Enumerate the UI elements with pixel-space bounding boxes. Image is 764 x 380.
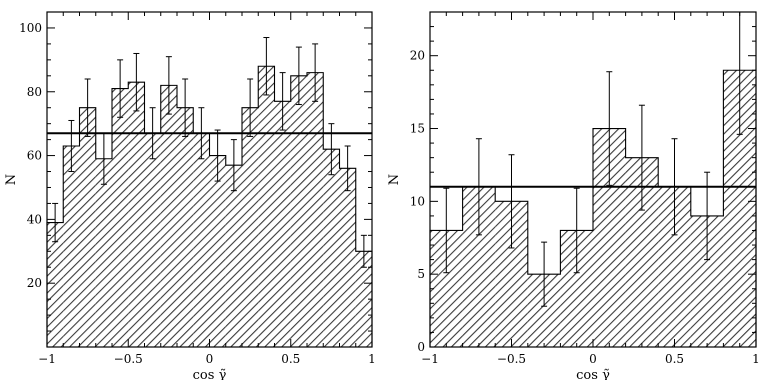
x-tick-label: 1 bbox=[368, 352, 376, 366]
x-axis-title: cos γ̃ bbox=[193, 368, 227, 380]
histogram-bar bbox=[355, 251, 372, 347]
y-tick-label: 5 bbox=[417, 267, 425, 281]
y-tick-label: 0 bbox=[417, 340, 425, 354]
y-tick-label: 100 bbox=[19, 21, 42, 35]
x-tick-label: 1 bbox=[752, 352, 760, 366]
y-axis-title: N bbox=[387, 174, 402, 185]
error-bar bbox=[344, 145, 351, 192]
histogram-bar bbox=[225, 165, 242, 347]
error-bar bbox=[52, 202, 59, 243]
y-tick-label: 15 bbox=[410, 122, 425, 136]
x-tick-label: 0.5 bbox=[281, 352, 300, 366]
error-bar bbox=[279, 72, 286, 131]
error-bar bbox=[638, 104, 645, 211]
error-bar bbox=[573, 187, 580, 274]
histogram-bar bbox=[79, 107, 96, 347]
error-bar bbox=[541, 241, 548, 307]
error-bar bbox=[84, 78, 91, 137]
error-bar bbox=[443, 187, 450, 274]
error-bar bbox=[736, 12, 743, 135]
y-tick-label: 60 bbox=[27, 149, 42, 163]
histogram-bar bbox=[63, 146, 80, 347]
histogram-bar bbox=[307, 72, 324, 347]
error-bar bbox=[214, 129, 221, 182]
x-tick-label: 0 bbox=[206, 352, 214, 366]
histogram-bar bbox=[47, 222, 64, 347]
x-tick-label: −1 bbox=[421, 352, 439, 366]
y-tick-label: 20 bbox=[27, 276, 42, 290]
x-axis-title: cos γ̃ bbox=[576, 368, 610, 380]
error-bar bbox=[328, 123, 335, 176]
histogram-bar bbox=[160, 85, 177, 347]
error-bar bbox=[606, 71, 613, 186]
histogram-bar bbox=[144, 133, 161, 347]
y-tick-label: 20 bbox=[410, 49, 425, 63]
error-bar bbox=[117, 59, 124, 118]
histogram-bar bbox=[339, 168, 356, 347]
y-tick-label: 80 bbox=[27, 85, 42, 99]
histogram-outline bbox=[46, 65, 373, 347]
error-bar bbox=[263, 37, 270, 96]
error-bar bbox=[165, 56, 172, 115]
x-tick-label: 0.5 bbox=[665, 352, 684, 366]
x-tick-label: −0.5 bbox=[497, 352, 526, 366]
y-tick-label: 40 bbox=[27, 212, 42, 226]
left-histogram-panel: −1 −0.5 0 0.5 1 20 40 60 80 100 cos γ̃ N bbox=[4, 11, 376, 380]
error-bar bbox=[247, 78, 254, 137]
histogram-bar bbox=[177, 107, 194, 347]
histogram-bar bbox=[290, 75, 307, 348]
error-bar bbox=[133, 52, 140, 112]
histogram-bar bbox=[128, 82, 145, 347]
error-bar bbox=[360, 234, 367, 268]
histogram-bar bbox=[112, 88, 129, 348]
x-tick-label: −0.5 bbox=[114, 352, 143, 366]
error-bar bbox=[182, 78, 189, 137]
histogram-bar bbox=[209, 155, 226, 347]
y-axis-title: N bbox=[4, 174, 19, 185]
histogram-bar bbox=[193, 133, 210, 347]
error-bar bbox=[230, 139, 237, 192]
histogram-bar bbox=[274, 101, 291, 347]
error-bar bbox=[295, 46, 302, 106]
histogram-bar bbox=[258, 66, 275, 347]
histogram-bar bbox=[95, 158, 112, 347]
error-bar bbox=[508, 154, 515, 249]
x-tick-label: 0 bbox=[589, 352, 597, 366]
histogram-bar bbox=[323, 149, 340, 347]
histogram-bar bbox=[242, 107, 259, 347]
error-bar bbox=[312, 43, 319, 102]
x-tick-label: −1 bbox=[38, 352, 56, 366]
error-bar bbox=[68, 119, 75, 173]
y-tick-label: 10 bbox=[410, 194, 425, 208]
